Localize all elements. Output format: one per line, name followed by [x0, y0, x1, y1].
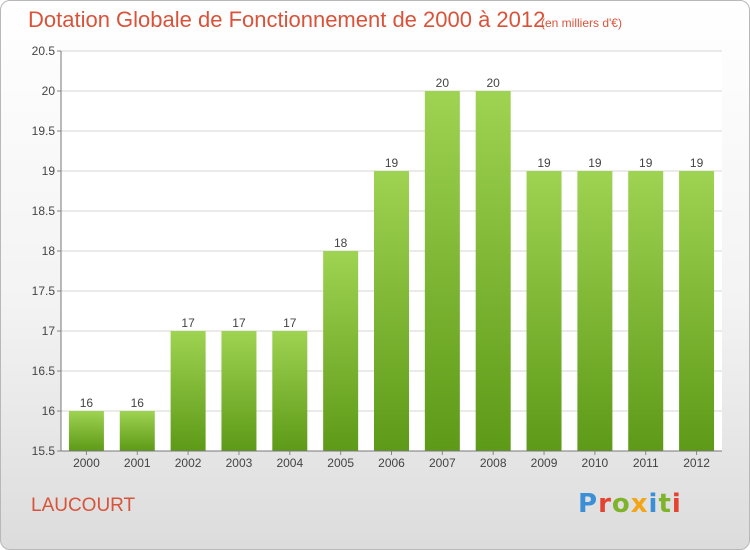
- y-tick-label: 20: [42, 84, 56, 98]
- proxiti-logo: Proxiti: [578, 489, 682, 519]
- bar: [475, 91, 511, 451]
- data-label: 17: [283, 316, 297, 330]
- x-tick-label: 2001: [124, 456, 151, 470]
- bar: [119, 411, 155, 451]
- y-tick-label: 17: [42, 324, 56, 338]
- data-label: 19: [690, 156, 704, 170]
- data-label: 19: [639, 156, 653, 170]
- x-tick-label: 2004: [276, 456, 303, 470]
- x-tick-label: 2009: [531, 456, 558, 470]
- data-label: 19: [385, 156, 399, 170]
- y-tick-label: 15.5: [32, 444, 56, 458]
- commune-name: LAUCOURT: [31, 495, 136, 516]
- x-tick-label: 2005: [327, 456, 354, 470]
- bar: [424, 91, 460, 451]
- data-label: 20: [487, 76, 501, 90]
- bar: [221, 331, 257, 451]
- y-tick-label: 19: [42, 164, 56, 178]
- bar: [577, 171, 613, 451]
- data-label: 16: [80, 396, 94, 410]
- bar: [679, 171, 715, 451]
- data-label: 20: [436, 76, 450, 90]
- bar: [323, 251, 359, 451]
- x-tick-label: 2003: [226, 456, 253, 470]
- x-tick-label: 2008: [480, 456, 507, 470]
- x-tick-label: 2006: [378, 456, 405, 470]
- x-tick-label: 2002: [175, 456, 202, 470]
- y-tick-label: 19.5: [32, 124, 56, 138]
- bar: [628, 171, 664, 451]
- data-label: 18: [334, 236, 348, 250]
- unit-label: (en milliers d'€): [541, 16, 622, 30]
- bar: [68, 411, 104, 451]
- data-label: 16: [131, 396, 145, 410]
- x-tick-label: 2012: [683, 456, 710, 470]
- x-tick-label: 2000: [73, 456, 100, 470]
- bar: [170, 331, 206, 451]
- y-tick-label: 18: [42, 244, 56, 258]
- data-label: 17: [181, 316, 195, 330]
- x-tick-label: 2007: [429, 456, 456, 470]
- chart-title: Dotation Globale de Fonctionnement de 20…: [28, 7, 546, 32]
- x-tick-label: 2011: [633, 456, 659, 470]
- y-tick-label: 16.5: [32, 364, 56, 378]
- data-label: 19: [588, 156, 602, 170]
- bar: [272, 331, 308, 451]
- bar: [374, 171, 409, 451]
- y-tick-label: 16: [42, 404, 56, 418]
- data-label: 17: [232, 316, 246, 330]
- data-label: 19: [537, 156, 551, 170]
- bar: [526, 171, 562, 451]
- y-tick-label: 18.5: [32, 204, 56, 218]
- y-tick-label: 20.5: [32, 44, 56, 58]
- y-tick-label: 17.5: [32, 284, 56, 298]
- x-tick-label: 2010: [582, 456, 609, 470]
